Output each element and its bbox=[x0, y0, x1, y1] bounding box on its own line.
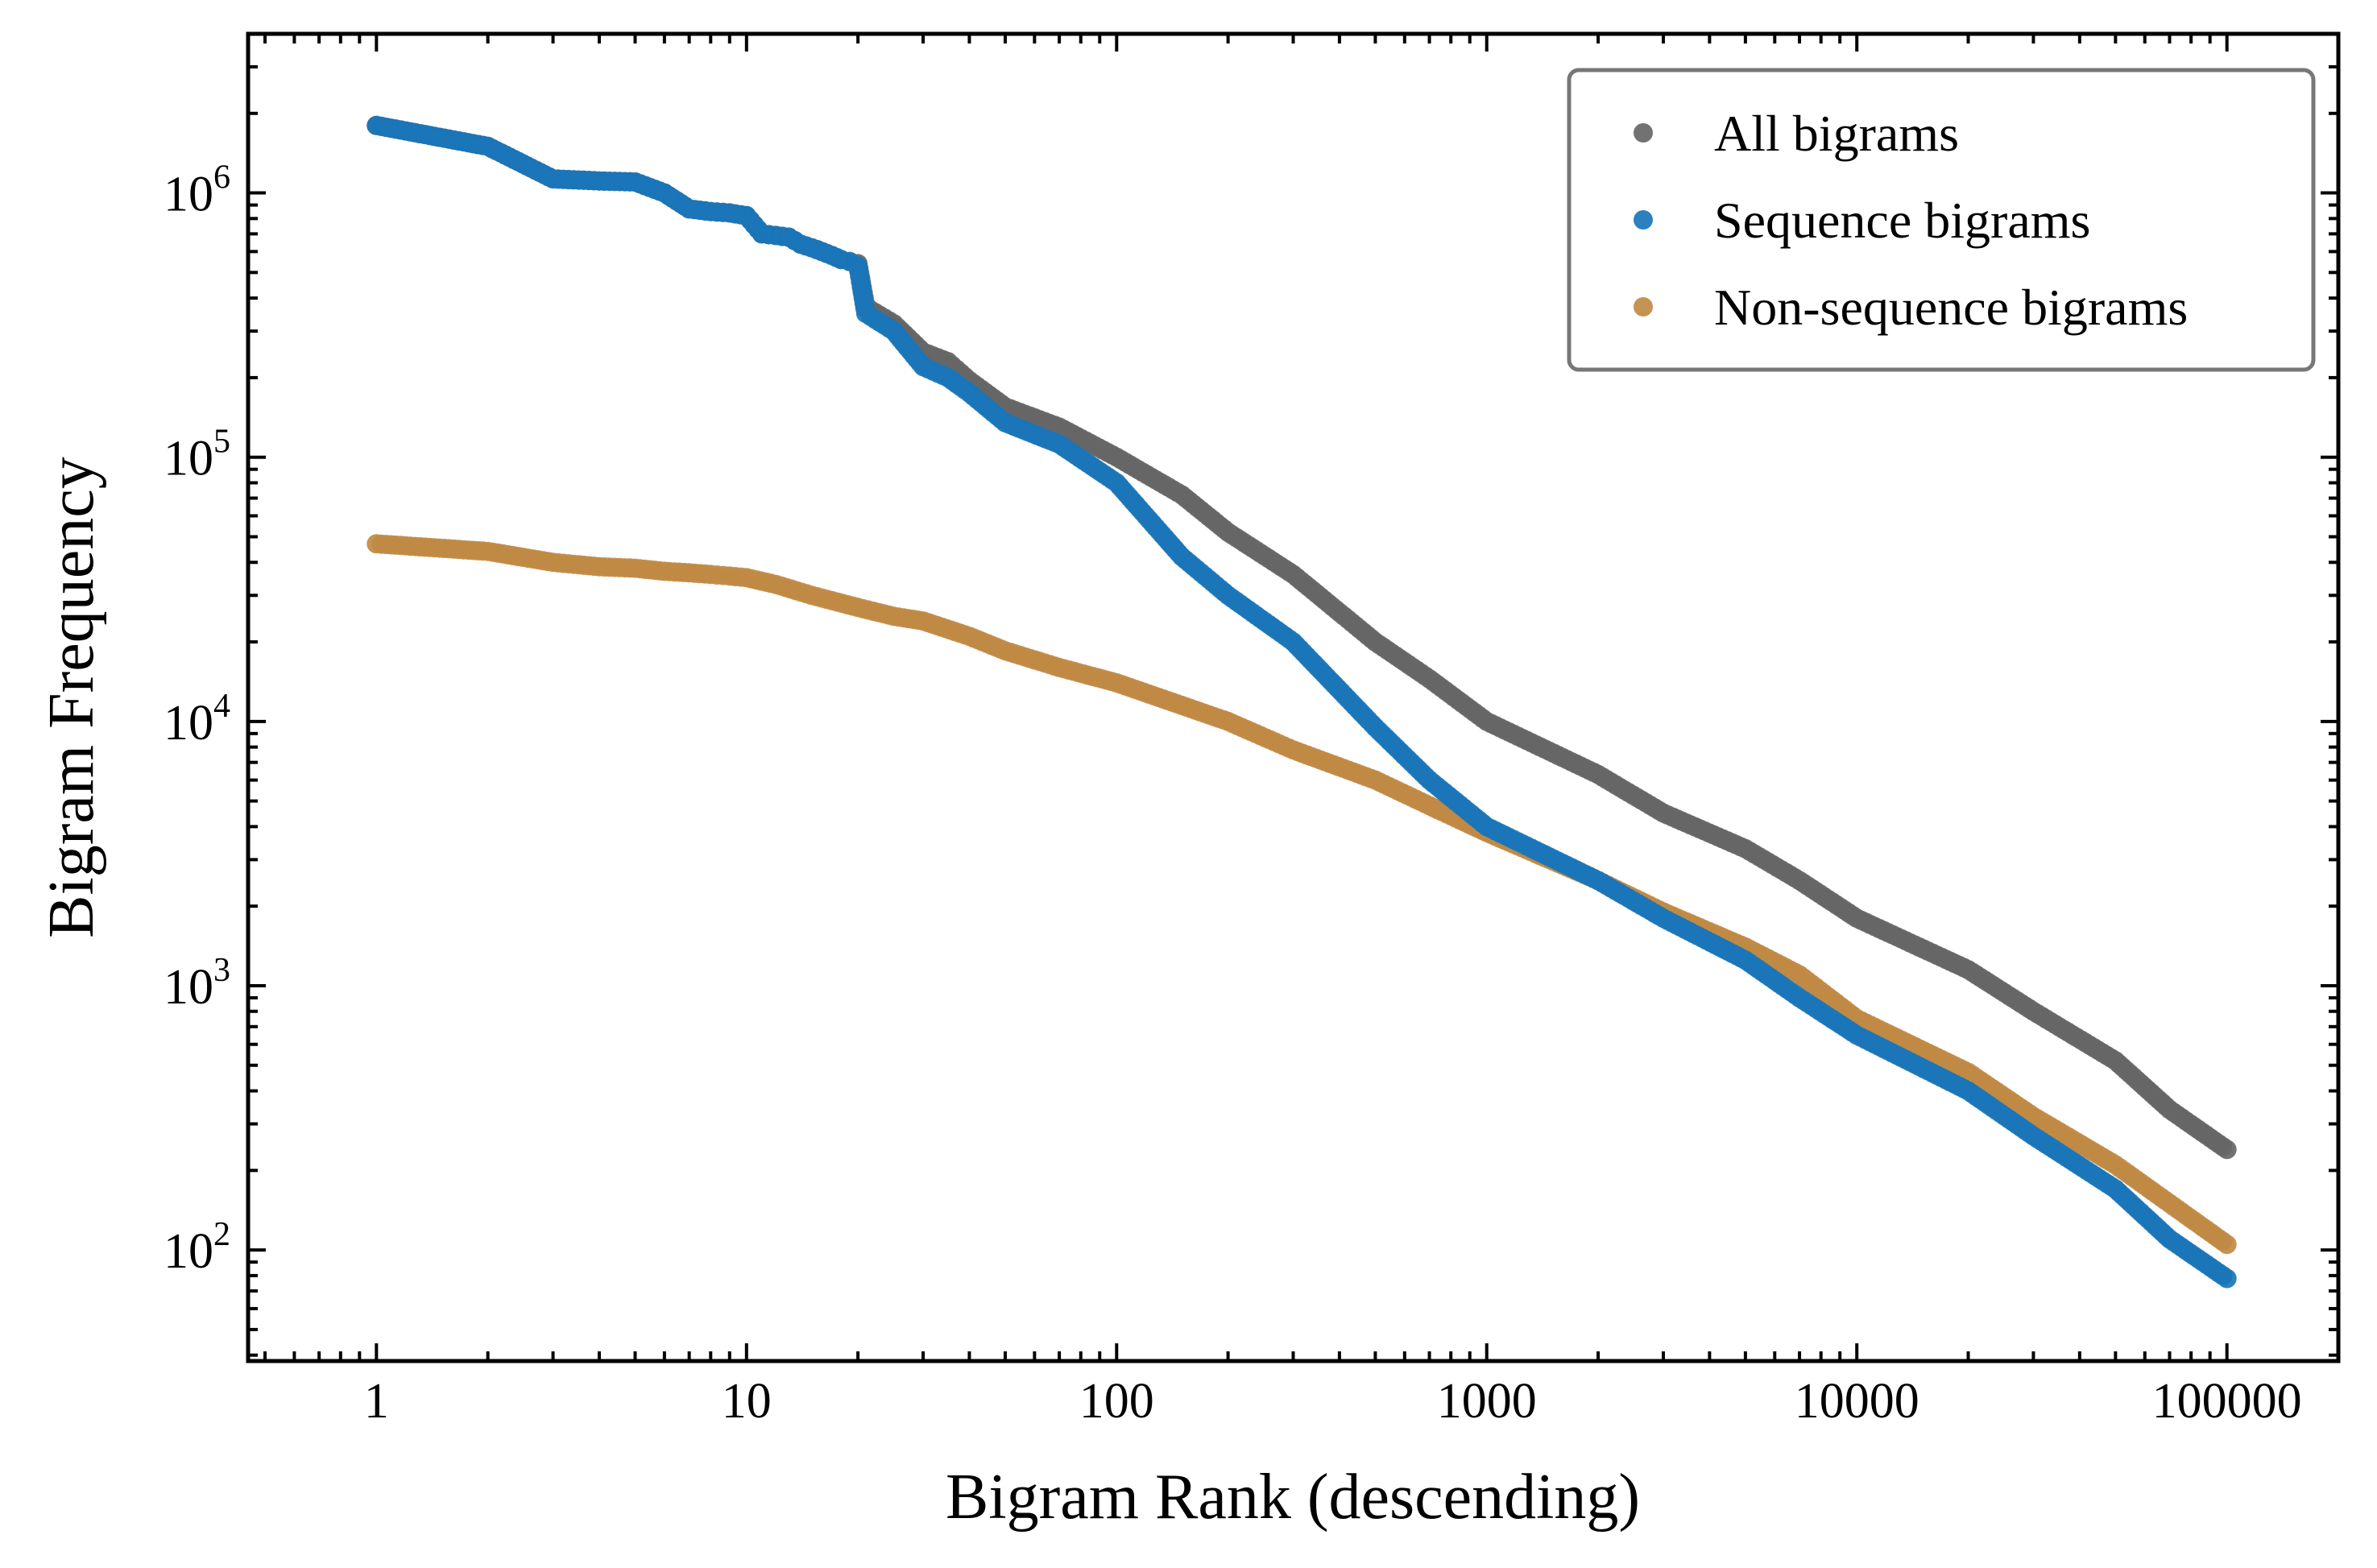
y-axis-title: Bigram Frequency bbox=[36, 457, 107, 938]
legend-item: Non-sequence bigrams bbox=[1634, 279, 2188, 336]
y-tick-label: 105 bbox=[164, 424, 230, 486]
data-point bbox=[2217, 1268, 2237, 1289]
legend-marker bbox=[1634, 297, 1653, 316]
ticks-layer bbox=[248, 32, 2340, 1361]
legend-items: All bigrams Sequence bigrams Non-sequence … bbox=[1634, 105, 2188, 336]
legend-marker bbox=[1634, 210, 1653, 230]
legend-item: All bigrams bbox=[1634, 105, 1959, 162]
y-tick-label: 106 bbox=[164, 159, 230, 222]
data-point bbox=[2217, 1235, 2237, 1255]
x-axis-title: Bigram Rank (descending) bbox=[946, 1462, 1640, 1533]
x-tick-label: 10 bbox=[722, 1374, 772, 1429]
legend-marker bbox=[1634, 123, 1653, 143]
data-point bbox=[2217, 1140, 2237, 1160]
x-tick-label: 10000 bbox=[1795, 1374, 1919, 1429]
x-tick-label: 100 bbox=[1079, 1374, 1154, 1429]
x-tick-label: 100000 bbox=[2152, 1374, 2302, 1429]
y-tick-label: 102 bbox=[164, 1216, 230, 1279]
series-layer bbox=[366, 115, 2237, 1289]
tick-labels-layer: 1 10 100 1000 10000 100000 102 103 104 105 106 bbox=[164, 159, 2302, 1429]
legend-label: Sequence bigrams bbox=[1714, 192, 2090, 249]
legend-label: Non-sequence bigrams bbox=[1714, 279, 2188, 336]
legend-box bbox=[1567, 68, 2316, 372]
x-tick-label: 1000 bbox=[1437, 1374, 1537, 1429]
series-1 bbox=[366, 115, 2237, 1289]
y-tick-label: 104 bbox=[164, 688, 230, 751]
legend-item: Sequence bigrams bbox=[1634, 192, 2090, 249]
y-tick-label: 103 bbox=[164, 952, 230, 1015]
legend-label: All bigrams bbox=[1714, 105, 1959, 162]
legend: All bigrams Sequence bigrams Non-sequence … bbox=[1567, 68, 2316, 372]
x-tick-label: 1 bbox=[364, 1374, 389, 1429]
